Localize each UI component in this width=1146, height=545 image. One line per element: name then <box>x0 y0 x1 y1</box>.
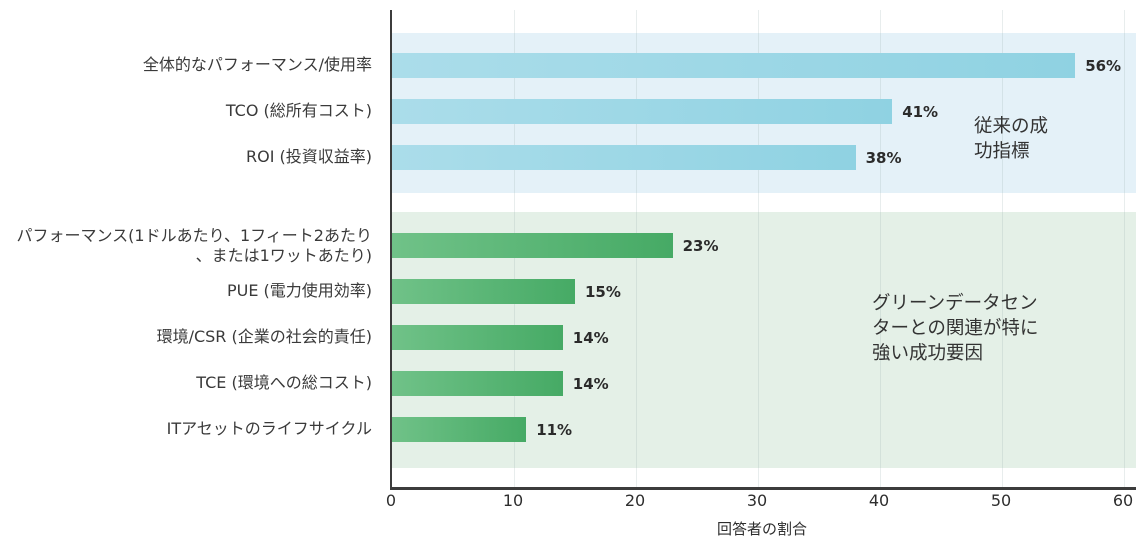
bar-row: 23% <box>392 233 1136 258</box>
x-tick: 30 <box>746 491 768 510</box>
category-label: 全体的なパフォーマンス/使用率 <box>142 55 372 74</box>
bar <box>392 53 1076 78</box>
bar-row: 38% <box>392 145 1136 170</box>
gridline <box>880 10 881 487</box>
bar <box>392 145 856 170</box>
category-label: TCO (総所有コスト) <box>225 101 372 120</box>
bar <box>392 325 563 350</box>
value-label: 38% <box>865 148 902 167</box>
value-label: 11% <box>536 420 573 439</box>
x-tick: 40 <box>868 491 890 510</box>
bar-row: 11% <box>392 417 1136 442</box>
category-label: PUE (電力使用効率) <box>226 281 372 300</box>
green-factors-annotation: グリーンデータセン ターとの関連が特に 強い成功要因 <box>872 293 1039 364</box>
bar-row: 15% <box>392 279 1136 304</box>
x-tick: 50 <box>990 491 1012 510</box>
value-label: 14% <box>572 328 609 347</box>
category-label: ROI (投資収益率) <box>245 147 372 166</box>
value-label: 23% <box>682 236 719 255</box>
category-label: 環境/CSR (企業の社会的責任) <box>156 327 372 346</box>
bar <box>392 233 673 258</box>
value-label: 15% <box>585 282 621 301</box>
category-label: TCE (環境への総コスト) <box>196 373 372 392</box>
x-tick: 20 <box>624 491 646 510</box>
category-label: パフォーマンス(1ドルあたり、1フィート2あたり 、または1ワットあたり) <box>16 226 372 265</box>
bar <box>392 279 575 304</box>
x-tick: 60 <box>1112 491 1134 510</box>
value-label: 14% <box>572 374 609 393</box>
bar-row: 14% <box>392 371 1136 396</box>
bar-row: 56% <box>392 53 1136 78</box>
x-axis-title: 回答者の割合 <box>716 520 807 538</box>
x-tick: 10 <box>502 491 524 510</box>
value-label: 41% <box>902 102 939 121</box>
plot-area: 56% 41% 38% 23% 15% 14% 14% 11% <box>390 10 1136 490</box>
traditional-metrics-annotation: 従来の成 功指標 <box>974 116 1049 162</box>
x-tick: 0 <box>385 491 397 510</box>
gridline <box>1002 10 1003 487</box>
gridline <box>1124 10 1125 487</box>
bar <box>392 99 893 124</box>
category-label: ITアセットのライフサイクル <box>166 419 372 438</box>
bar <box>392 371 563 396</box>
gridline <box>758 10 759 487</box>
x-axis-ticks: 0 10 20 30 40 50 60 <box>386 491 1134 511</box>
y-axis-labels: 全体的なパフォーマンス/使用率 TCO (総所有コスト) ROI (投資収益率)… <box>0 0 376 545</box>
bar-row: 41% <box>392 99 1136 124</box>
bar <box>392 417 527 442</box>
value-label: 56% <box>1085 56 1122 75</box>
bar-row: 14% <box>392 325 1136 350</box>
